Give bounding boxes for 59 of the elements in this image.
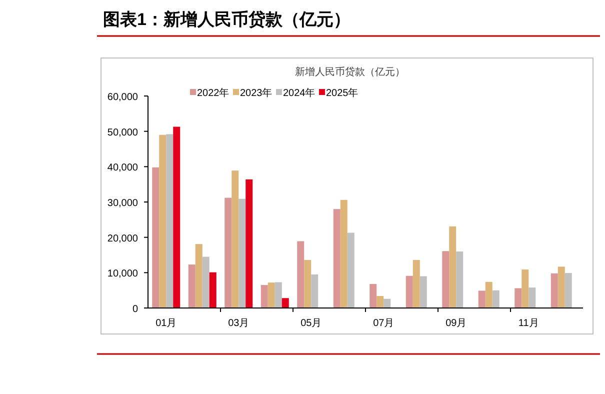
bar	[412, 260, 420, 308]
y-tick-label: 10,000	[107, 268, 138, 280]
bar	[232, 170, 239, 308]
x-tick-label: 09月	[446, 318, 467, 329]
bar	[564, 273, 572, 308]
bar	[274, 282, 282, 308]
x-tick-label: 05月	[300, 318, 322, 329]
y-tick-label: 0	[132, 304, 138, 315]
bar	[370, 284, 377, 308]
bar	[449, 226, 456, 308]
bar	[260, 285, 268, 308]
legend-label: 2023年	[240, 87, 272, 99]
chart-title: 图表1：新增人民币贷款（亿元）	[103, 10, 350, 29]
bar	[202, 256, 210, 308]
legend-label: 2024年	[283, 87, 316, 99]
y-tick-label: 60,000	[107, 92, 138, 103]
bar	[376, 296, 384, 308]
bar	[340, 200, 348, 308]
bar	[442, 251, 450, 308]
legend-label: 2022年	[197, 87, 230, 99]
bar	[522, 269, 529, 308]
bar	[297, 241, 304, 308]
bar	[456, 251, 464, 308]
bar	[152, 167, 160, 308]
bar	[166, 134, 174, 308]
bar	[209, 272, 216, 308]
bar	[333, 209, 340, 308]
bar	[238, 198, 246, 308]
chart-subtitle: 新增人民币贷款（亿元）	[295, 66, 405, 78]
bar	[246, 179, 253, 308]
bar	[268, 282, 275, 308]
bar	[478, 290, 486, 308]
x-tick-label: 01月	[156, 318, 177, 329]
bar	[514, 288, 522, 308]
bar	[528, 288, 536, 308]
bar	[420, 276, 427, 308]
bar	[384, 298, 391, 308]
bar	[558, 266, 565, 308]
y-tick-label: 30,000	[107, 198, 138, 209]
legend-label: 2025年	[326, 87, 358, 99]
bar	[159, 134, 166, 308]
bar	[224, 198, 232, 308]
x-tick-label: 03月	[228, 318, 250, 329]
bar	[282, 298, 289, 308]
x-tick-label: 11月	[518, 318, 539, 329]
bar	[311, 274, 318, 308]
bar	[347, 232, 354, 308]
bar	[173, 126, 180, 308]
bar	[485, 282, 492, 308]
bar	[492, 290, 500, 308]
y-tick-label: 50,000	[107, 127, 138, 138]
bar	[188, 264, 196, 308]
y-tick-label: 20,000	[107, 233, 138, 244]
bar	[550, 273, 558, 308]
bar	[304, 260, 312, 308]
bar	[195, 244, 202, 308]
bar	[406, 276, 413, 308]
y-tick-label: 40,000	[107, 162, 138, 174]
x-tick-label: 07月	[373, 318, 394, 329]
